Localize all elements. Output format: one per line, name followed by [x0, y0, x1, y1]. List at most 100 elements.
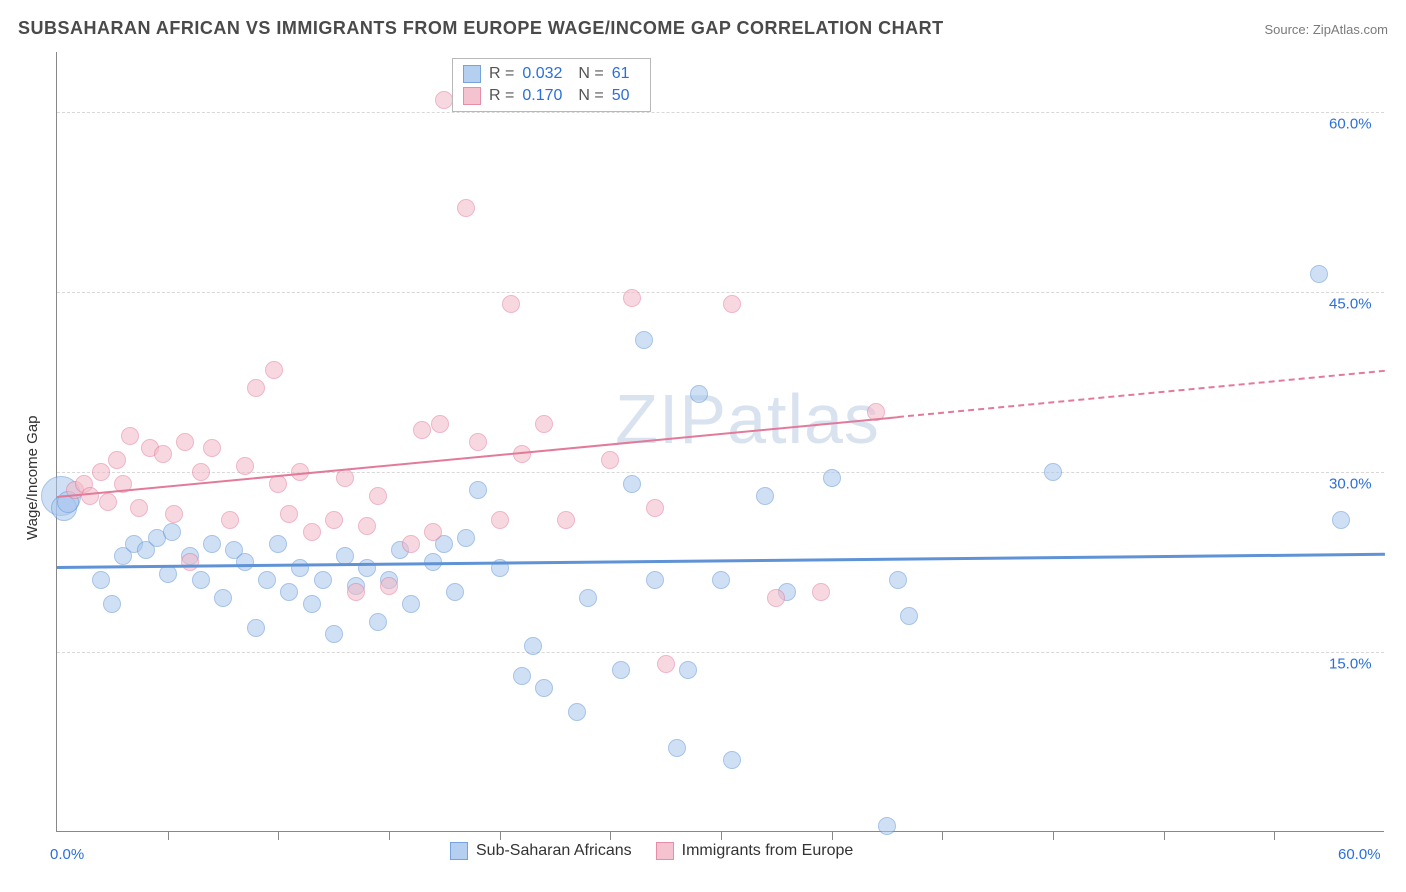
legend-item: Immigrants from Europe — [656, 842, 854, 860]
data-point — [457, 529, 475, 547]
y-tick-label: 45.0% — [1329, 296, 1372, 313]
data-point — [303, 523, 321, 541]
data-point — [612, 661, 630, 679]
data-point — [303, 595, 321, 613]
data-point — [203, 535, 221, 553]
x-tick — [610, 832, 611, 840]
data-point — [108, 451, 126, 469]
legend-n-value: 50 — [612, 85, 640, 107]
data-point — [491, 511, 509, 529]
legend-swatch — [463, 65, 481, 83]
data-point — [657, 655, 675, 673]
x-tick — [1274, 832, 1275, 840]
data-point — [446, 583, 464, 601]
data-point — [347, 583, 365, 601]
data-point — [325, 511, 343, 529]
data-point — [535, 415, 553, 433]
data-point — [130, 499, 148, 517]
data-point — [1332, 511, 1350, 529]
data-point — [325, 625, 343, 643]
data-point — [402, 595, 420, 613]
gridline — [57, 292, 1384, 293]
x-tick — [721, 832, 722, 840]
scatter-plot: 15.0%30.0%45.0%60.0%ZIPatlas — [56, 52, 1384, 832]
data-point — [92, 571, 110, 589]
trend-line-extrapolated — [898, 370, 1385, 418]
data-point — [623, 475, 641, 493]
data-point — [121, 427, 139, 445]
data-point — [269, 535, 287, 553]
data-point — [265, 361, 283, 379]
legend-item: Sub-Saharan Africans — [450, 842, 632, 860]
data-point — [258, 571, 276, 589]
data-point — [192, 571, 210, 589]
y-tick-label: 30.0% — [1329, 476, 1372, 493]
data-point — [767, 589, 785, 607]
data-point — [812, 583, 830, 601]
data-point — [431, 415, 449, 433]
legend-r-label: R = — [489, 85, 514, 107]
legend-series-label: Sub-Saharan Africans — [476, 842, 632, 860]
data-point — [557, 511, 575, 529]
legend-n-value: 61 — [612, 63, 640, 85]
x-tick-label: 60.0% — [1338, 846, 1381, 863]
title-bar: SUBSAHARAN AFRICAN VS IMMIGRANTS FROM EU… — [18, 18, 1388, 39]
x-tick — [168, 832, 169, 840]
data-point — [314, 571, 332, 589]
data-point — [756, 487, 774, 505]
x-tick — [1164, 832, 1165, 840]
data-point — [469, 481, 487, 499]
data-point — [878, 817, 896, 835]
y-tick-label: 60.0% — [1329, 116, 1372, 133]
source-attribution: Source: ZipAtlas.com — [1264, 22, 1388, 37]
legend-row: R = 0.170 N = 50 — [463, 85, 640, 107]
data-point — [402, 535, 420, 553]
data-point — [601, 451, 619, 469]
data-point — [176, 433, 194, 451]
legend-r-label: R = — [489, 63, 514, 85]
data-point — [163, 523, 181, 541]
x-tick — [1053, 832, 1054, 840]
data-point — [280, 505, 298, 523]
data-point — [221, 511, 239, 529]
data-point — [646, 499, 664, 517]
data-point — [247, 379, 265, 397]
data-point — [435, 91, 453, 109]
data-point — [524, 637, 542, 655]
data-point — [81, 487, 99, 505]
data-point — [103, 595, 121, 613]
data-point — [690, 385, 708, 403]
legend-swatch — [656, 842, 674, 860]
data-point — [380, 577, 398, 595]
data-point — [1044, 463, 1062, 481]
legend-n-label: N = — [578, 85, 603, 107]
x-tick — [278, 832, 279, 840]
data-point — [358, 559, 376, 577]
y-axis-title: Wage/Income Gap — [24, 415, 41, 540]
data-point — [291, 559, 309, 577]
data-point — [823, 469, 841, 487]
legend-r-value: 0.032 — [522, 63, 570, 85]
legend-n-label: N = — [578, 63, 603, 85]
data-point — [92, 463, 110, 481]
data-point — [214, 589, 232, 607]
legend-swatch — [463, 87, 481, 105]
legend-r-value: 0.170 — [522, 85, 570, 107]
data-point — [280, 583, 298, 601]
data-point — [192, 463, 210, 481]
data-point — [723, 751, 741, 769]
legend-row: R = 0.032 N = 61 — [463, 63, 640, 85]
data-point — [535, 679, 553, 697]
data-point — [236, 457, 254, 475]
data-point — [203, 439, 221, 457]
data-point — [513, 667, 531, 685]
data-point — [900, 607, 918, 625]
x-tick — [389, 832, 390, 840]
series-legend: Sub-Saharan Africans Immigrants from Euro… — [450, 842, 853, 860]
data-point — [635, 331, 653, 349]
data-point — [469, 433, 487, 451]
data-point — [568, 703, 586, 721]
data-point — [369, 487, 387, 505]
legend-swatch — [450, 842, 468, 860]
data-point — [154, 445, 172, 463]
